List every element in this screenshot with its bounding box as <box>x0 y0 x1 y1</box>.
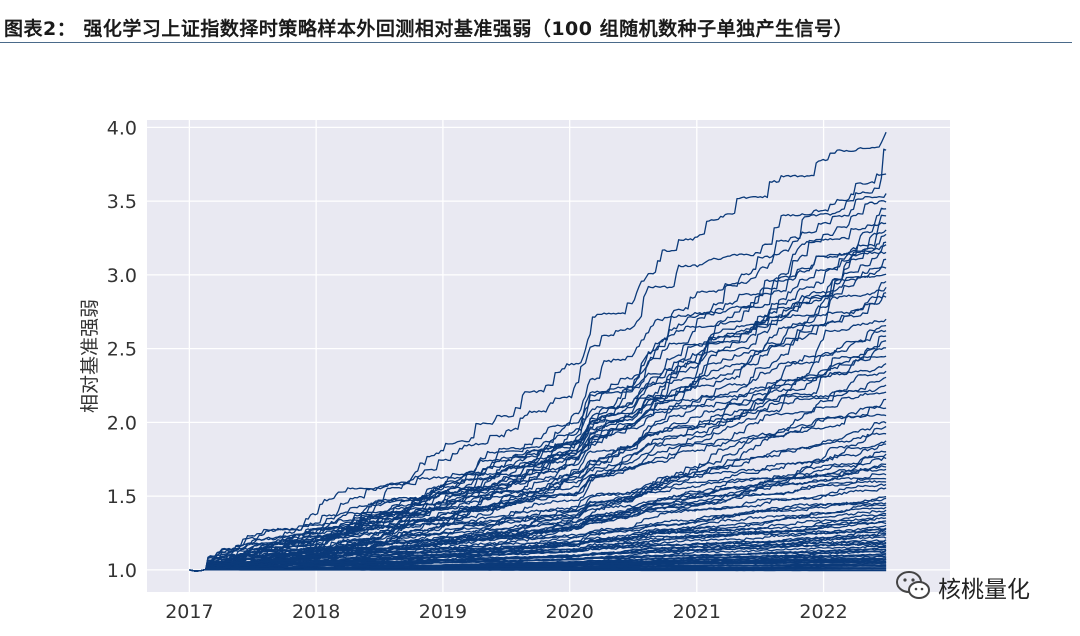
series-line <box>189 440 887 572</box>
wechat-icon <box>896 571 930 599</box>
y-tick-label: 1.0 <box>107 560 137 582</box>
series-line <box>189 363 887 572</box>
series-line <box>189 480 887 572</box>
y-tick-label: 3.5 <box>107 191 137 213</box>
series-line <box>189 318 887 572</box>
plot-area <box>147 120 950 592</box>
series-line <box>189 530 887 572</box>
x-tick-label: 2018 <box>292 601 340 623</box>
series-line <box>189 335 887 572</box>
watermark-text: 核桃量化 <box>938 577 1030 603</box>
series-line <box>189 286 887 572</box>
figure-title: 图表2： 强化学习上证指数择时策略样本外回测相对基准强弱（100 组随机数种子单… <box>4 18 854 40</box>
y-tick-label: 3.0 <box>107 265 137 287</box>
watermark: 核桃量化 <box>894 566 1054 610</box>
series-line <box>189 295 887 572</box>
series-line <box>189 131 887 572</box>
y-tick-label: 4.0 <box>107 117 137 139</box>
series-line <box>189 465 887 572</box>
series-line <box>189 528 887 572</box>
x-tick-label: 2020 <box>546 601 594 623</box>
x-tick-label: 2022 <box>799 601 847 623</box>
x-tick-label: 2019 <box>419 601 467 623</box>
series-line <box>189 398 887 572</box>
series-line <box>189 568 887 572</box>
y-tick-label: 1.5 <box>107 486 137 508</box>
y-axis: 1.0 1.5 2.0 2.5 3.0 3.5 4.0 <box>107 117 137 582</box>
series-group <box>189 131 887 572</box>
y-tick-label: 2.5 <box>107 339 137 361</box>
x-axis: 2017 2018 2019 2020 2021 2022 <box>165 601 848 623</box>
series-line <box>189 534 887 572</box>
series-line <box>189 453 887 572</box>
y-tick-label: 2.0 <box>107 412 137 434</box>
series-line <box>189 483 887 572</box>
y-axis-label: 相对基准强弱 <box>79 299 101 413</box>
x-tick-label: 2017 <box>165 601 213 623</box>
series-line <box>189 207 887 572</box>
title-divider <box>0 42 1072 43</box>
x-tick-label: 2021 <box>673 601 721 623</box>
series-line <box>189 406 887 572</box>
series-line <box>189 241 887 572</box>
series-line <box>189 148 887 572</box>
